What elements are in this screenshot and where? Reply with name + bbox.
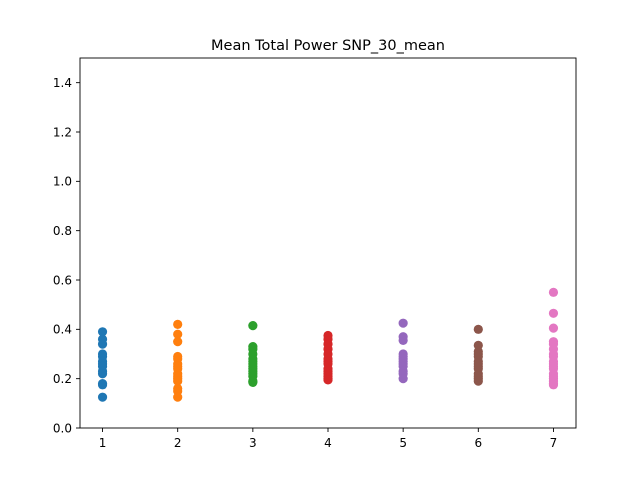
data-point-group-1: [97, 392, 108, 402]
x-tick-label: 2: [174, 436, 182, 450]
data-point-group-1: [97, 380, 108, 390]
data-point-group-2: [173, 337, 183, 347]
data-point-group-1: [97, 327, 108, 337]
x-tick-label: 6: [474, 436, 482, 450]
y-tick-label: 0.2: [53, 372, 72, 386]
x-tick-label: 4: [324, 436, 332, 450]
data-point-group-3: [248, 377, 258, 387]
data-point-group-5: [398, 318, 408, 328]
data-point-group-4: [323, 375, 333, 385]
data-point-group-2: [173, 319, 183, 329]
data-point-group-7: [548, 323, 559, 333]
data-point-group-6: [473, 324, 483, 334]
data-point-group-7: [548, 308, 559, 318]
data-point-group-5: [398, 335, 408, 346]
x-tick-label: 1: [99, 436, 107, 450]
y-tick-label: 0.6: [53, 273, 72, 287]
y-tick-label: 0.4: [53, 323, 72, 337]
x-axis: 1 2 3 4 5 6 7: [99, 428, 558, 450]
y-tick-label: 1.0: [53, 175, 72, 189]
x-tick-label: 3: [249, 436, 257, 450]
y-tick-label: 0.8: [53, 224, 72, 238]
data-point-group-1: [97, 339, 108, 349]
data-points: [97, 287, 559, 402]
data-point-group-7: [548, 380, 559, 390]
data-point-group-3: [248, 321, 258, 331]
plot-frame: [79, 57, 577, 429]
y-tick-label: 0.0: [53, 421, 72, 435]
data-point-group-1: [97, 369, 108, 379]
y-tick-label: 1.2: [53, 125, 72, 139]
data-point-group-2: [173, 329, 183, 339]
data-point-group-6: [473, 376, 483, 386]
data-point-group-2: [173, 392, 183, 402]
x-tick-label: 7: [550, 436, 558, 450]
y-axis: 0.0 0.2 0.4 0.6 0.8 1.0 1.2 1.4: [53, 76, 80, 435]
data-point-group-5: [398, 374, 408, 384]
chart-title: Mean Total Power SNP_30_mean: [211, 38, 445, 54]
y-tick-label: 1.4: [53, 76, 72, 90]
data-point-group-2: [173, 376, 183, 386]
data-point-group-7: [548, 287, 559, 297]
x-tick-label: 5: [399, 436, 407, 450]
